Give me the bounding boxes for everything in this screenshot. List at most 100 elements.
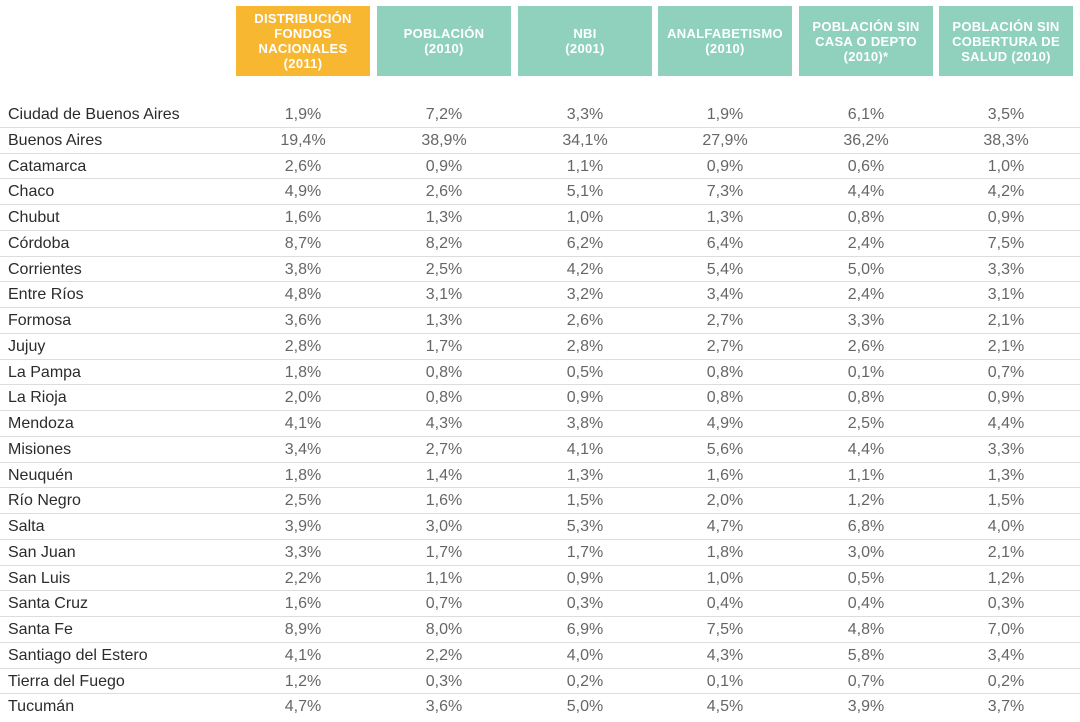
value-cell: 1,8%	[284, 466, 322, 484]
value-cell: 4,8%	[847, 621, 885, 638]
province-name: Tierra del Fuego	[8, 672, 125, 690]
province-name: Jujuy	[8, 337, 46, 355]
value-cell: 4,4%	[847, 440, 885, 458]
province-name: Misiones	[8, 440, 72, 458]
value-cell: 3,7%	[987, 698, 1025, 716]
table-row: Tierra del Fuego 1,2% 0,3% 0,2% 0,1% 0,7% 0,2%	[0, 669, 1080, 695]
province-name: Río Negro	[8, 492, 81, 510]
value-cell: 3,3%	[566, 106, 604, 123]
value-cell: 3,9%	[847, 698, 885, 716]
value-cell: 7,0%	[987, 621, 1025, 638]
value-cell: 3,1%	[425, 286, 463, 304]
value-cell: 3,3%	[847, 312, 885, 329]
value-cell: 5,0%	[566, 698, 604, 716]
table-row: Chaco 4,9% 2,6% 5,1% 7,3% 4,4% 4,2%	[0, 179, 1080, 205]
value-cell: 3,4%	[987, 646, 1025, 664]
table-row: Mendoza 4,1% 4,3% 3,8% 4,9% 2,5% 4,4%	[0, 411, 1080, 437]
value-cell: 3,4%	[706, 286, 744, 304]
value-cell: 0,8%	[425, 363, 463, 381]
value-cell: 0,4%	[706, 595, 744, 613]
value-cell: 4,1%	[566, 440, 604, 458]
value-cell: 1,6%	[284, 209, 322, 226]
value-cell: 2,1%	[987, 543, 1025, 561]
value-cell: 3,8%	[566, 415, 604, 432]
value-cell: 4,7%	[706, 518, 744, 535]
value-cell: 0,8%	[706, 363, 744, 381]
value-cell: 2,6%	[284, 157, 322, 175]
value-cell: 1,1%	[425, 569, 463, 587]
value-cell: 7,5%	[706, 621, 744, 638]
value-cell: 0,9%	[425, 157, 463, 175]
value-cell: 4,1%	[284, 415, 322, 432]
value-cell: 1,8%	[284, 363, 322, 381]
value-cell: 1,7%	[425, 337, 463, 355]
column-header-2: POBLACIÓN (2010)	[377, 6, 511, 76]
value-cell: 1,1%	[847, 466, 885, 484]
province-name: Entre Ríos	[8, 286, 84, 304]
table-row: Catamarca 2,6% 0,9% 1,1% 0,9% 0,6% 1,0%	[0, 154, 1080, 180]
value-cell: 2,2%	[284, 569, 322, 587]
value-cell: 0,1%	[706, 672, 744, 690]
table-row: Córdoba 8,7% 8,2% 6,2% 6,4% 2,4% 7,5%	[0, 231, 1080, 257]
value-cell: 4,1%	[284, 646, 322, 664]
value-cell: 2,4%	[847, 234, 885, 252]
province-name: Santa Cruz	[8, 595, 89, 613]
table-row: Río Negro 2,5% 1,6% 1,5% 2,0% 1,2% 1,5%	[0, 488, 1080, 514]
value-cell: 6,9%	[566, 621, 604, 638]
column-header-6: POBLACIÓN SIN COBERTURA DE SALUD (2010)	[939, 6, 1073, 76]
value-cell: 0,3%	[425, 672, 463, 690]
table-row: Entre Ríos 4,8% 3,1% 3,2% 3,4% 2,4% 3,1%	[0, 282, 1080, 308]
value-cell: 7,5%	[987, 234, 1025, 252]
value-cell: 2,2%	[425, 646, 463, 664]
value-cell: 1,3%	[425, 312, 463, 329]
province-name: La Pampa	[8, 363, 81, 381]
value-cell: 1,7%	[425, 543, 463, 561]
table-row: Santa Fe 8,9% 8,0% 6,9% 7,5% 4,8% 7,0%	[0, 617, 1080, 643]
value-cell: 4,4%	[987, 415, 1025, 432]
value-cell: 3,8%	[284, 260, 322, 278]
value-cell: 2,6%	[425, 183, 463, 201]
value-cell: 1,5%	[987, 492, 1025, 510]
value-cell: 2,7%	[706, 337, 744, 355]
value-cell: 0,8%	[706, 389, 744, 407]
value-cell: 2,4%	[847, 286, 885, 304]
value-cell: 4,3%	[706, 646, 744, 664]
value-cell: 2,6%	[566, 312, 604, 329]
province-name: Buenos Aires	[8, 131, 103, 149]
table-row: Buenos Aires 19,4% 38,9% 34,1% 27,9% 36,2% 38,…	[0, 128, 1080, 154]
value-cell: 2,5%	[284, 492, 322, 510]
value-cell: 5,8%	[847, 646, 885, 664]
value-cell: 38,3%	[983, 131, 1029, 149]
province-name: Mendoza	[8, 415, 74, 432]
value-cell: 4,4%	[847, 183, 885, 201]
value-cell: 5,6%	[706, 440, 744, 458]
province-name: Chaco	[8, 183, 55, 201]
value-cell: 3,5%	[987, 106, 1025, 123]
value-cell: 6,8%	[847, 518, 885, 535]
value-cell: 2,0%	[284, 389, 322, 407]
table-row: Santiago del Estero 4,1% 2,2% 4,0% 4,3% 5,8% 3…	[0, 643, 1080, 669]
value-cell: 1,5%	[566, 492, 604, 510]
value-cell: 4,9%	[284, 183, 322, 201]
value-cell: 4,2%	[566, 260, 604, 278]
value-cell: 38,9%	[421, 131, 467, 149]
table-row: Corrientes 3,8% 2,5% 4,2% 5,4% 5,0% 3,3%	[0, 257, 1080, 283]
value-cell: 6,2%	[566, 234, 604, 252]
value-cell: 4,5%	[706, 698, 744, 716]
value-cell: 0,7%	[847, 672, 885, 690]
value-cell: 1,0%	[706, 569, 744, 587]
value-cell: 5,4%	[706, 260, 744, 278]
value-cell: 0,4%	[847, 595, 885, 613]
value-cell: 7,3%	[706, 183, 744, 201]
value-cell: 2,6%	[847, 337, 885, 355]
value-cell: 2,0%	[706, 492, 744, 510]
value-cell: 1,3%	[566, 466, 604, 484]
value-cell: 1,3%	[987, 466, 1025, 484]
value-cell: 1,9%	[284, 106, 322, 123]
table-row: Formosa 3,6% 1,3% 2,6% 2,7% 3,3% 2,1%	[0, 308, 1080, 334]
value-cell: 5,1%	[566, 183, 604, 201]
column-header-3: NBI (2001)	[518, 6, 652, 76]
value-cell: 4,9%	[706, 415, 744, 432]
value-cell: 1,6%	[706, 466, 744, 484]
value-cell: 2,8%	[566, 337, 604, 355]
